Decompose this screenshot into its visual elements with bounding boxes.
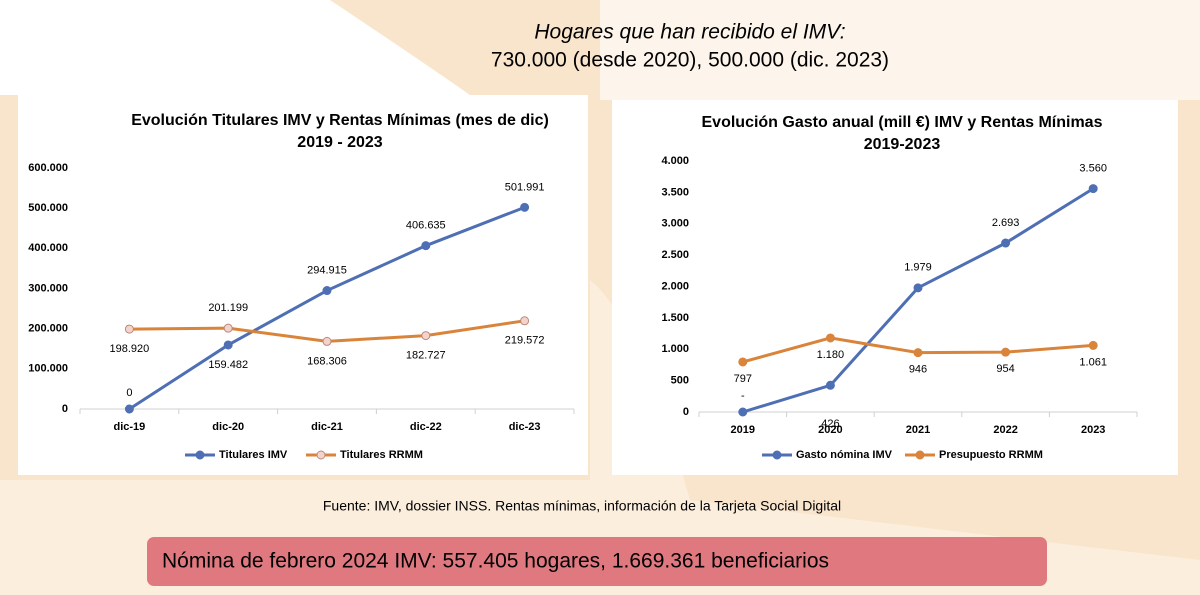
point [421, 331, 431, 341]
x-tick-label: 2023 [1081, 424, 1105, 436]
y-tick-label: 600.000 [28, 162, 68, 174]
data-label: 0 [126, 387, 132, 399]
bg-shape [600, 0, 1200, 100]
y-tick-label: 0 [62, 403, 68, 415]
legend-label: Gasto nómina IMV [796, 449, 893, 461]
y-tick-label: 400.000 [28, 242, 68, 254]
point [124, 404, 134, 414]
point [223, 340, 233, 350]
chart-title: 2019 - 2023 [297, 134, 383, 151]
y-tick-label: 2.500 [661, 249, 689, 261]
data-label: 159.482 [208, 359, 248, 371]
legend-label: Titulares IMV [219, 449, 288, 461]
data-label: 219.572 [505, 335, 545, 347]
data-label: 168.306 [307, 355, 347, 367]
data-label: 797 [734, 373, 752, 385]
legend-label: Titulares RRMM [340, 449, 423, 461]
data-label: 426 [821, 418, 839, 430]
x-tick-label: 2022 [993, 424, 1017, 436]
bg-shape [0, 280, 1200, 595]
chart-panel [18, 95, 588, 475]
point [738, 407, 748, 417]
y-tick-label: 500 [671, 375, 689, 387]
bg-shape [0, 0, 470, 95]
point [1088, 184, 1098, 194]
y-tick-label: 0 [683, 406, 689, 418]
y-tick-label: 200.000 [28, 323, 68, 335]
y-tick-label: 3.000 [661, 218, 689, 230]
x-tick-label: dic-21 [311, 421, 343, 433]
x-tick-label: 2019 [731, 424, 755, 436]
chart-title: Evolución Titulares IMV y Rentas Mínimas… [131, 112, 549, 129]
point [913, 283, 923, 293]
point [825, 333, 835, 343]
data-label: 3.560 [1079, 163, 1107, 175]
legend-marker [915, 450, 925, 460]
point [913, 348, 923, 358]
chart-title: 2019-2023 [864, 136, 941, 153]
source-note: Fuente: IMV, dossier INSS. Rentas mínima… [323, 498, 841, 514]
point [223, 323, 233, 333]
x-tick-label: dic-19 [114, 421, 146, 433]
data-label: 198.920 [110, 343, 150, 355]
data-label: 1.061 [1079, 356, 1107, 368]
point [124, 324, 134, 334]
data-label: 406.635 [406, 220, 446, 232]
legend-label: Presupuesto RRMM [939, 449, 1043, 461]
y-tick-label: 500.000 [28, 202, 68, 214]
y-tick-label: 1.500 [661, 312, 689, 324]
chart-panel [612, 100, 1178, 475]
point [825, 380, 835, 390]
data-label: 182.727 [406, 350, 446, 362]
y-tick-label: 1.000 [661, 343, 689, 355]
data-label: 1.180 [817, 349, 845, 361]
point [322, 336, 332, 346]
data-label: 954 [996, 363, 1014, 375]
x-tick-label: dic-20 [212, 421, 244, 433]
x-tick-label: 2021 [906, 424, 930, 436]
legend-marker [195, 450, 205, 460]
point [738, 357, 748, 367]
y-tick-label: 3.500 [661, 186, 689, 198]
point [1001, 238, 1011, 248]
point [322, 286, 332, 296]
data-label: 294.915 [307, 264, 347, 276]
banner-text: Nómina de febrero 2024 IMV: 557.405 hoga… [162, 550, 829, 573]
header-line: 730.000 (desde 2020), 500.000 (dic. 2023… [491, 49, 889, 72]
header-line: Hogares que han recibido el IMV: [534, 21, 845, 44]
legend-marker [316, 450, 326, 460]
y-tick-label: 100.000 [28, 363, 68, 375]
y-tick-label: 300.000 [28, 282, 68, 294]
data-label: 946 [909, 364, 927, 376]
point [520, 202, 530, 212]
y-tick-label: 2.000 [661, 280, 689, 292]
data-label: 1.979 [904, 262, 932, 274]
point [1001, 347, 1011, 357]
point [1088, 340, 1098, 350]
point [421, 241, 431, 251]
data-label: 501.991 [505, 181, 545, 193]
data-label: - [741, 390, 745, 402]
data-label: 2.693 [992, 217, 1020, 229]
banner [147, 537, 1047, 586]
point [520, 316, 530, 326]
x-tick-label: dic-22 [410, 421, 442, 433]
data-label: 201.199 [208, 302, 248, 314]
x-tick-label: 2020 [818, 424, 842, 436]
chart-title: Evolución Gasto anual (mill €) IMV y Ren… [702, 114, 1103, 131]
x-tick-label: dic-23 [509, 421, 541, 433]
y-tick-label: 4.000 [661, 155, 689, 167]
legend-marker [772, 450, 782, 460]
